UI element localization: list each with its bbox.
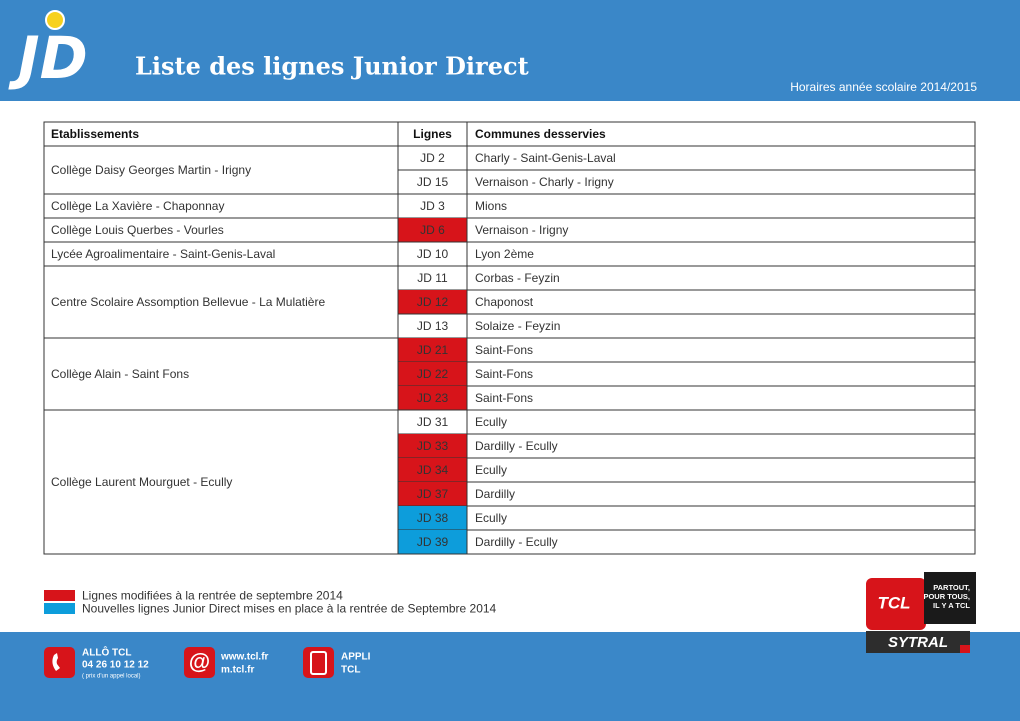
web-mobile: m.tcl.fr — [221, 665, 254, 676]
sytral-text: SYTRAL — [888, 634, 948, 651]
line-number: JD 6 — [420, 223, 445, 237]
communes: Mions — [475, 199, 507, 213]
slogan-line: PARTOUT, — [933, 583, 970, 592]
web-site: www.tcl.fr — [220, 652, 269, 663]
communes: Saint-Fons — [475, 367, 533, 381]
communes: Saint-Fons — [475, 343, 533, 357]
line-number: JD 3 — [420, 199, 445, 213]
school: Collège La Xavière - Chaponnay — [51, 199, 224, 213]
communes: Ecully — [475, 511, 507, 525]
line-highlight — [398, 434, 467, 458]
title: Liste des lignes Junior Direct — [135, 52, 529, 81]
phone-note: ( prix d'un appel local) — [82, 674, 141, 680]
web-icon — [184, 647, 215, 678]
slogan-line: IL Y A TCL — [933, 601, 970, 610]
communes: Dardilly - Ecully — [475, 535, 558, 549]
column-header: Etablissements — [51, 127, 139, 141]
table: Etablissements Lignes Communes desservies J… — [43, 121, 976, 555]
logo-dot — [45, 10, 65, 30]
communes: Solaize - Feyzin — [475, 319, 560, 333]
phone-title: ALLÔ TCL — [82, 646, 131, 659]
slogan-line: POUR TOUS, — [923, 592, 970, 601]
sytral-bar — [866, 631, 970, 653]
table-border — [43, 121, 976, 555]
line-highlight — [398, 458, 467, 482]
school: Lycée Agroalimentaire - Saint-Genis-Lava… — [51, 247, 275, 261]
communes: Vernaison - Charly - Irigny — [475, 175, 614, 189]
line-number: JD 12 — [417, 295, 449, 309]
communes: Saint-Fons — [475, 391, 533, 405]
line-number: JD 34 — [417, 463, 449, 477]
tcl-logo — [866, 578, 926, 630]
communes: Lyon 2ème — [475, 247, 534, 261]
app-name: TCL — [341, 665, 360, 676]
line-highlight — [398, 482, 467, 506]
school: Collège Louis Querbes - Vourles — [51, 223, 224, 237]
school: Collège Daisy Georges Martin - Irigny — [51, 163, 251, 177]
communes: Ecully — [475, 463, 507, 477]
footer-band — [0, 632, 1020, 721]
communes: Ecully — [475, 415, 507, 429]
sytral-corner — [960, 645, 970, 653]
line-highlight — [398, 338, 467, 362]
column-header: Communes desservies — [475, 127, 606, 141]
legend-label: Nouvelles lignes Junior Direct mises en … — [82, 602, 497, 616]
school: Centre Scolaire Assomption Bellevue - La… — [51, 295, 325, 309]
phone-icon — [44, 647, 75, 678]
tcl-logo-text: TCL — [877, 593, 910, 612]
phone-number: 04 26 10 12 12 — [82, 660, 149, 671]
legend-swatch — [44, 590, 75, 601]
app-title: APPLI — [341, 652, 371, 663]
line-highlight — [398, 386, 467, 410]
line-number: JD 39 — [417, 535, 449, 549]
school: Collège Laurent Mourguet - Ecully — [51, 475, 232, 489]
communes: Chaponost — [475, 295, 534, 309]
communes: Dardilly — [475, 487, 515, 501]
communes: Vernaison - Irigny — [475, 223, 568, 237]
column-header: Lignes — [413, 127, 452, 141]
app-glyph — [310, 651, 327, 675]
line-number: JD 15 — [417, 175, 449, 189]
line-number: JD 21 — [417, 343, 449, 357]
school: Collège Alain - Saint Fons — [51, 367, 189, 381]
web-glyph: @ — [189, 649, 210, 674]
subtitle: Horaires année scolaire 2014/2015 — [790, 80, 977, 94]
legend-swatch — [44, 603, 75, 614]
line-number: JD 10 — [417, 247, 449, 261]
communes: Dardilly - Ecully — [475, 439, 558, 453]
line-number: JD 38 — [417, 511, 449, 525]
line-number: JD 37 — [417, 487, 449, 501]
line-highlight — [398, 290, 467, 314]
header-band — [0, 0, 1020, 101]
line-number: JD 13 — [417, 319, 449, 333]
line-number: JD 33 — [417, 439, 449, 453]
line-highlight — [398, 506, 467, 530]
line-highlight — [398, 218, 467, 242]
line-highlight — [398, 362, 467, 386]
logo: JD — [8, 24, 88, 92]
phone-glyph — [52, 653, 60, 671]
communes: Charly - Saint-Genis-Laval — [475, 151, 616, 165]
slogan-box — [924, 572, 976, 624]
line-number: JD 22 — [417, 367, 449, 381]
line-highlight — [398, 530, 467, 554]
legend: Lignes modifiées à la rentrée de septemb… — [44, 589, 497, 616]
legend-label: Lignes modifiées à la rentrée de septemb… — [82, 589, 343, 603]
line-number: JD 31 — [417, 415, 449, 429]
communes: Corbas - Feyzin — [475, 271, 560, 285]
line-number: JD 23 — [417, 391, 449, 405]
line-number: JD 2 — [420, 151, 445, 165]
line-number: JD 11 — [417, 271, 448, 285]
